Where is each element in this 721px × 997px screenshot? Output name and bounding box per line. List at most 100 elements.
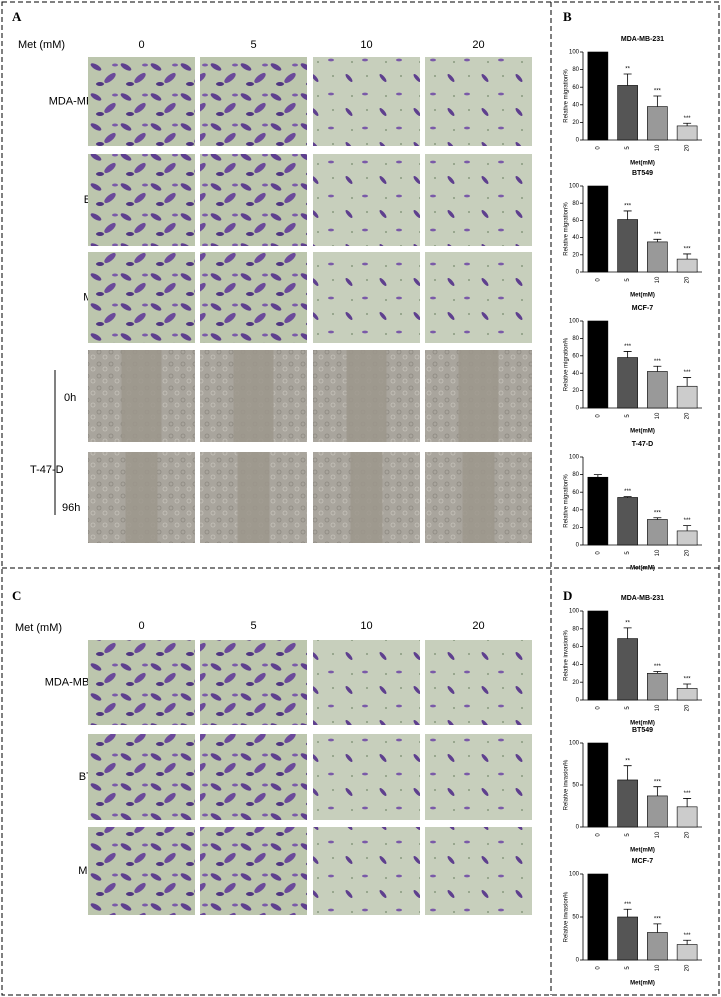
y-axis-label: Relative invasion% (564, 891, 570, 942)
y-tick-label: 0 (576, 270, 580, 276)
bar (587, 51, 609, 141)
panel-label: B (563, 9, 572, 24)
y-tick-label: 50 (572, 783, 579, 789)
x-tick-label: 0 (595, 966, 601, 970)
bar (676, 944, 698, 961)
y-tick-label: 100 (569, 872, 580, 878)
significance: *** (624, 489, 632, 495)
bar (647, 795, 668, 828)
y-tick-label: 60 (572, 85, 579, 91)
dose-header: 10 (360, 39, 372, 51)
y-tick-label: 60 (572, 353, 579, 359)
bar (587, 320, 609, 409)
micrograph (313, 154, 420, 246)
error-bar (623, 73, 632, 86)
y-tick-label: 0 (576, 543, 580, 549)
y-tick-label: 20 (572, 252, 579, 258)
y-tick-label: 60 (572, 490, 579, 496)
error-bar (653, 238, 662, 242)
micrograph (200, 154, 307, 246)
error-bar (623, 765, 632, 780)
micrograph (200, 252, 307, 343)
significance: *** (684, 247, 692, 253)
row-label: T-47-D (30, 464, 64, 476)
bar (617, 219, 638, 273)
micrograph (425, 154, 532, 246)
x-tick-label: 20 (685, 704, 691, 711)
x-tick-label: 20 (685, 276, 691, 283)
x-tick-label: 5 (625, 146, 631, 150)
x-tick-label: 0 (595, 706, 601, 710)
bar (676, 258, 698, 273)
dose-header: 0 (138, 39, 144, 51)
significance: *** (684, 791, 692, 797)
bar (617, 779, 638, 828)
error-bar (683, 683, 692, 689)
x-tick-label: 5 (625, 551, 631, 555)
bar (676, 125, 698, 141)
y-tick-label: 20 (572, 525, 579, 531)
dose-header: 5 (250, 620, 256, 632)
x-axis-label: Met(mM) (630, 981, 655, 987)
micrograph (425, 252, 532, 343)
x-tick-label: 10 (655, 549, 661, 556)
x-tick-label: 5 (625, 278, 631, 282)
x-tick-label: 10 (655, 276, 661, 283)
micrograph (313, 252, 420, 343)
y-tick-label: 80 (572, 472, 579, 478)
dose-label: Met (mM) (18, 39, 65, 51)
y-axis-label: Relative invasion% (564, 759, 570, 810)
y-tick-label: 0 (576, 825, 580, 831)
dose-header: 0 (138, 620, 144, 632)
significance: *** (684, 518, 692, 524)
y-axis-label: Relative invasion% (564, 629, 570, 680)
y-tick-label: 40 (572, 235, 579, 241)
error-bar (683, 525, 692, 531)
panel-label: A (12, 9, 22, 24)
micrograph (88, 252, 195, 343)
bar (676, 806, 698, 828)
error-bar (653, 786, 662, 796)
wound-gap (237, 452, 270, 543)
error-bar (653, 923, 662, 933)
micrograph (200, 640, 307, 725)
dose-header: 20 (472, 39, 484, 51)
micrograph (425, 827, 532, 915)
y-tick-label: 80 (572, 336, 579, 342)
chart-title: MCF-7 (632, 305, 653, 312)
x-axis-label: Met(mM) (630, 429, 655, 435)
bar (676, 688, 698, 701)
error-bar (623, 908, 632, 917)
significance: *** (654, 510, 662, 516)
chart-title: BT549 (632, 727, 653, 734)
y-axis-label: Relative migration% (564, 69, 570, 123)
micrograph (200, 734, 307, 820)
y-tick-label: 0 (576, 138, 580, 144)
y-tick-label: 40 (572, 102, 579, 108)
panel-label: D (563, 588, 572, 603)
bar (647, 106, 668, 141)
error-bar (683, 253, 692, 260)
dose-header: 10 (360, 620, 372, 632)
significance: *** (684, 933, 692, 939)
x-tick-label: 0 (595, 833, 601, 837)
significance: *** (654, 232, 662, 238)
bar (617, 497, 638, 546)
bar (587, 185, 609, 273)
x-tick-label: 5 (625, 706, 631, 710)
y-tick-label: 100 (569, 50, 580, 56)
error-bar (683, 939, 692, 945)
significance: *** (684, 370, 692, 376)
wound-gap (121, 350, 162, 442)
bar (647, 371, 668, 409)
y-tick-label: 40 (572, 371, 579, 377)
y-axis-label: Relative migration% (564, 337, 570, 391)
wound-gap (350, 452, 383, 543)
bar (647, 519, 668, 546)
significance: *** (624, 204, 632, 210)
y-axis-label: Relative migration% (564, 474, 570, 528)
micrograph (313, 640, 420, 725)
bar (676, 530, 698, 546)
bar (647, 932, 668, 961)
